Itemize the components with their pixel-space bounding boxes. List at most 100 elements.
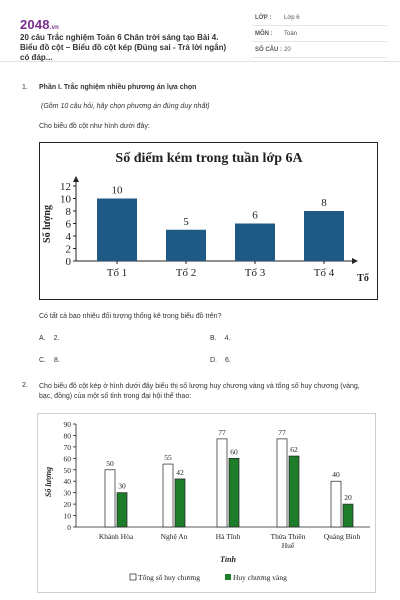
x-tick-label: Hà Tĩnh [216, 532, 241, 541]
data-label: 5 [183, 216, 189, 228]
double-bar-chart: Số lượng 0 10 20 30 40 50 60 70 80 90 50 30 Khánh Hòa… [44, 420, 370, 582]
data-label: 60 [230, 447, 238, 456]
meta-key: LỚP : [255, 15, 272, 21]
question-intro: Cho biểu đồ cột như hình dưới đây: [39, 123, 150, 130]
data-label: 77 [218, 428, 226, 437]
option-text: 2. [53, 335, 60, 342]
bar [162, 463, 174, 528]
data-label: 8 [321, 197, 327, 209]
chart-box-1: Số điểm kém trong tuần lớp 6A Số lượng Tổ 0… [39, 142, 378, 300]
x-axis-label: Tổ [357, 273, 369, 284]
y-tick-label: 4 [66, 231, 72, 243]
y-axis-label: Số lượng [44, 467, 53, 497]
x-tick-label: Thừa Thiên [271, 532, 306, 541]
bar [330, 480, 342, 528]
meta-row-count: SỐ CÂU : 20 [252, 42, 387, 58]
x-tick-label: Tổ 1 [107, 267, 127, 279]
meta-key: SỐ CÂU : [255, 47, 282, 53]
y-tick-label: 10 [64, 512, 72, 521]
option-label: C. [39, 357, 46, 364]
y-tick-label: 0 [67, 523, 71, 532]
data-label: 50 [106, 459, 114, 468]
x-axis-label: Tỉnh [220, 555, 237, 564]
data-label: 6 [252, 210, 258, 222]
bar [174, 478, 186, 528]
y-tick-label: 50 [64, 466, 72, 475]
bar [104, 469, 116, 528]
data-label: 20 [344, 493, 352, 502]
chart-title: Số điểm kém trong tuần lớp 6A [115, 151, 303, 166]
option-text: 4. [224, 335, 231, 342]
bar [276, 438, 288, 528]
y-tick-label: 12 [60, 181, 71, 193]
meta-value: Toán [284, 31, 298, 37]
y-tick-label: 8 [66, 206, 72, 218]
question-number: 1. [22, 84, 28, 91]
y-tick-label: 80 [64, 431, 72, 440]
data-label: 10 [112, 185, 124, 197]
page-header: 2048.vn 20 câu Trắc nghiệm Toán 6 Chân t… [0, 0, 400, 62]
data-label: 42 [176, 468, 184, 477]
x-tick-label: Tổ 2 [176, 267, 196, 279]
question-text: Có tất cả bao nhiêu đối tượng thống kê t… [39, 313, 222, 320]
data-label: 77 [278, 428, 286, 437]
question-number: 2. [22, 382, 28, 389]
legend-swatch-total [129, 573, 137, 581]
legend-label-gold: Huy chương vàng [233, 573, 287, 582]
x-tick-label: Khánh Hòa [99, 532, 134, 541]
y-axis-arrow [73, 176, 79, 182]
y-tick-label: 20 [64, 500, 72, 509]
meta-key: MÔN : [255, 31, 273, 37]
option-a[interactable]: A. 2. [39, 335, 59, 342]
option-text: 6. [225, 357, 231, 364]
y-tick-label: 40 [64, 477, 72, 486]
bar [166, 229, 206, 261]
legend-swatch-gold [225, 574, 231, 580]
option-b[interactable]: B. 4. [210, 335, 230, 342]
bar [304, 211, 344, 261]
legend-label-total: Tổng số huy chương [138, 573, 200, 582]
y-tick-label: 10 [60, 194, 72, 206]
bar [116, 492, 128, 528]
y-tick-label: 2 [66, 244, 72, 256]
y-tick-label: 30 [64, 489, 72, 498]
y-axis-label: Số lượng [42, 205, 53, 243]
x-tick-label: Nghệ An [161, 532, 188, 541]
data-label: 62 [290, 445, 298, 454]
meta-row-class: LỚP : Lớp 6 [252, 10, 387, 26]
section-note: (Gồm 10 câu hỏi, hãy chọn phương án đúng… [41, 103, 210, 110]
x-tick-label: Tổ 3 [245, 267, 266, 279]
option-label: B. [210, 335, 217, 342]
bar [228, 457, 240, 528]
bar-chart-points: Số điểm kém trong tuần lớp 6A Số lượng Tổ 0… [42, 151, 369, 284]
y-tick-label: 60 [64, 454, 72, 463]
x-axis-arrow [352, 258, 358, 264]
option-d[interactable]: D. 6. [210, 357, 231, 364]
x-tick-label: Huế [282, 541, 295, 550]
bar [288, 455, 300, 528]
question-text: Cho biểu đồ cột kép ở hình dưới đây biểu… [39, 383, 360, 400]
x-tick-label: Quảng Bình [324, 532, 361, 541]
y-tick-label: 6 [66, 219, 72, 231]
bar [342, 503, 354, 528]
document-meta: LỚP : Lớp 6 MÔN : Toán SỐ CÂU : 20 [252, 10, 387, 58]
section-heading: Phần I. Trắc nghiệm nhiều phương án lựa … [39, 84, 197, 91]
bar [97, 198, 137, 261]
data-label: 40 [332, 470, 340, 479]
data-label: 55 [164, 453, 172, 462]
y-tick-label: 70 [64, 443, 72, 452]
chart-box-2: Số lượng 0 10 20 30 40 50 60 70 80 90 50 30 Khánh Hòa… [37, 413, 376, 593]
option-label: D. [210, 357, 217, 364]
site-logo[interactable]: 2048.vn [20, 17, 60, 32]
y-tick-label: 90 [64, 420, 72, 429]
bar [216, 438, 228, 528]
bar [235, 223, 275, 261]
meta-value: 20 [284, 47, 291, 53]
option-label: A. [39, 335, 46, 342]
x-tick-label: Tổ 4 [314, 267, 335, 279]
option-text: 8. [54, 357, 60, 364]
data-label: 30 [118, 482, 126, 491]
y-tick-label: 0 [66, 256, 72, 268]
meta-row-subject: MÔN : Toán [252, 26, 387, 42]
option-c[interactable]: C. 8. [39, 357, 60, 364]
